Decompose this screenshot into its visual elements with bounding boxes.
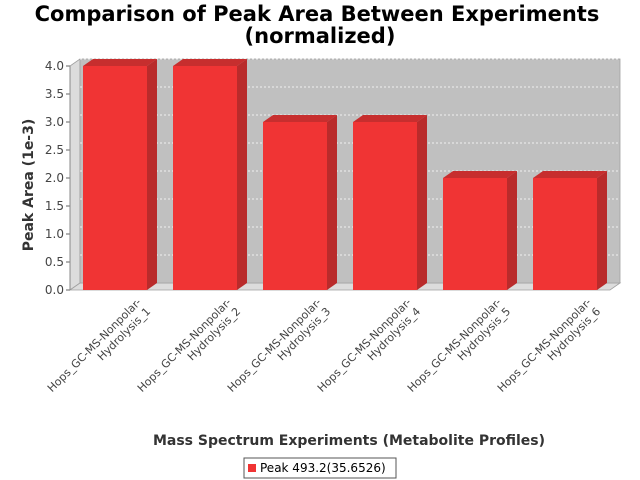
y-tick-label: 2.0 (45, 171, 64, 185)
bar (83, 59, 157, 290)
bar (353, 115, 427, 290)
x-tick-label: Hops_GC-MS-Nonpolar-Hydrolysis_6 (495, 296, 603, 404)
y-tick-label: 3.5 (45, 87, 64, 101)
legend-swatch (248, 464, 256, 472)
bars (83, 59, 607, 290)
bar-side (597, 171, 607, 290)
bar (533, 171, 607, 290)
plot-left-wall (69, 58, 81, 291)
y-tick-label: 0.5 (45, 255, 64, 269)
bar-side (417, 115, 427, 290)
bar (263, 115, 337, 290)
legend-box (243, 457, 397, 479)
x-tick-label-line: Hops_GC-MS-Nonpolar- (45, 296, 144, 395)
bar-top (353, 115, 427, 122)
bar-top (173, 59, 247, 66)
chart-title-line2: (normalized) (245, 24, 396, 48)
bar-front (263, 122, 327, 290)
chart-title-line1: Comparison of Peak Area Between Experime… (35, 2, 600, 26)
bar-side (237, 59, 247, 290)
bar-side (327, 115, 337, 290)
x-tick-label-line: Hops_GC-MS-Nonpolar- (135, 296, 234, 395)
legend-entry: Peak 493.2(35.6526) (260, 461, 386, 475)
y-tick-label: 1.0 (45, 227, 64, 241)
y-tick-label: 4.0 (45, 59, 64, 73)
bar-top (443, 171, 517, 178)
bar-side (507, 171, 517, 290)
y-tick-label: 0.0 (45, 283, 64, 297)
x-tick-label-line: Hops_GC-MS-Nonpolar- (405, 296, 504, 395)
bar (173, 59, 247, 290)
bar-top (533, 171, 607, 178)
y-tick-label: 2.5 (45, 143, 64, 157)
bar (443, 171, 517, 290)
x-axis-category-labels: Hops_GC-MS-Nonpolar-Hydrolysis_1Hops_GC-… (45, 296, 603, 404)
bar-front (533, 178, 597, 290)
x-axis-label: Mass Spectrum Experiments (Metabolite Pr… (153, 433, 545, 449)
x-tick-label-line: Hops_GC-MS-Nonpolar- (225, 296, 324, 395)
grid-lines (80, 58, 620, 256)
bar-front (83, 66, 147, 290)
bar-front (353, 122, 417, 290)
bar-side (147, 59, 157, 290)
bar-top (263, 115, 337, 122)
legend: Peak 493.2(35.6526) (243, 457, 397, 479)
bar-top (83, 59, 157, 66)
y-tick-label: 3.0 (45, 115, 64, 129)
bar-front (173, 66, 237, 290)
x-tick-label-line: Hops_GC-MS-Nonpolar- (495, 296, 594, 395)
y-axis-label: Peak Area (1e-3) (21, 119, 37, 252)
y-axis-ticks: 0.0 0.5 1.0 1.5 2.0 2.5 3.0 3.5 4.0 (45, 59, 71, 297)
y-tick-label: 1.5 (45, 199, 64, 213)
bar-front (443, 178, 507, 290)
x-tick-label-line: Hops_GC-MS-Nonpolar- (315, 296, 414, 395)
